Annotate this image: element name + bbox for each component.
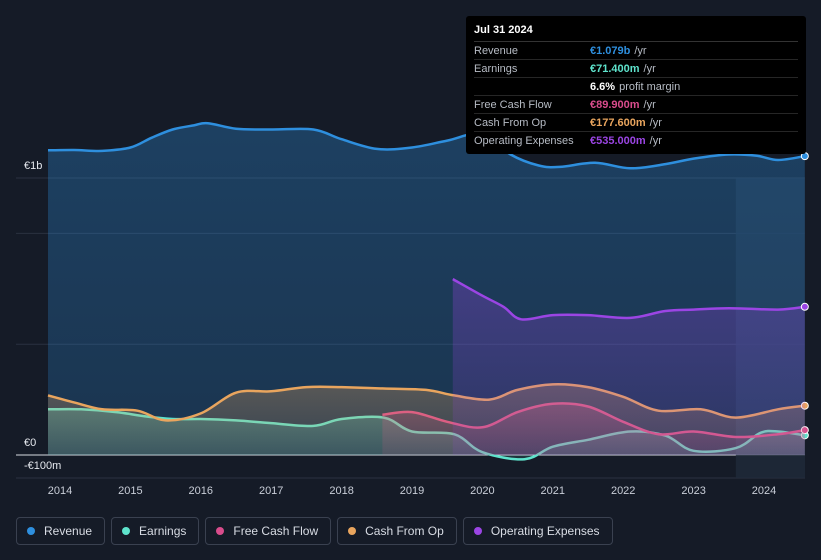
legend-label: Earnings [139,524,187,538]
x-tick-label: 2024 [751,485,777,497]
legend-item-free-cash-flow[interactable]: Free Cash Flow [205,517,332,545]
tooltip-row-value: 6.6% [590,80,616,93]
series-layer [47,121,809,461]
tooltip-row-value: €1.079b [590,44,631,57]
legend-label: Operating Expenses [490,524,600,538]
tooltip-row-value: €71.400m [590,62,640,75]
legend-label: Cash From Op [365,524,444,538]
y-axis-bottom-label: -€100m [24,460,62,472]
tooltip-row: Earnings €71.400m/yr [474,60,798,78]
tooltip: Jul 31 2024 Revenue €1.079b/yr Earnings €71… [466,16,806,154]
series-line-revenue [47,121,806,170]
tooltip-row-value: €177.600m [590,116,646,129]
x-tick-label: 2016 [188,485,214,497]
legend: Revenue Earnings Free Cash Flow Cash From O… [16,517,613,545]
tooltip-row-value: €89.900m [590,98,640,111]
legend-dot-icon [473,527,482,535]
tooltip-date: Jul 31 2024 [474,24,798,42]
series-area-operating-expenses [452,279,805,455]
y-axis-zero-label: €0 [24,437,37,449]
series-endpoint-operating-expenses[interactable] [800,302,809,311]
legend-item-cash-from-op[interactable]: Cash From Op [337,517,457,545]
tooltip-row-unit: /yr [649,116,662,129]
tooltip-row: Revenue €1.079b/yr [474,42,798,60]
legend-dot-icon [216,527,225,535]
y-axis-top-label: €1b [24,160,43,172]
tooltip-row-name: Cash From Op [474,116,547,129]
series-line-operating-expenses [452,278,805,321]
tooltip-rows: Revenue €1.079b/yr Earnings €71.400m/yr 6.6%… [474,42,798,149]
x-tick-label: 2023 [681,485,706,497]
tooltip-row: Operating Expenses €535.000m/yr [474,132,798,149]
tooltip-row-name: Free Cash Flow [474,98,552,111]
tooltip-row-name: Revenue [474,44,519,57]
tooltip-row-unit: /yr [643,62,656,75]
x-tick-label: 2021 [540,485,566,497]
x-tick-label: 2019 [399,485,425,497]
legend-dot-icon [27,527,35,535]
tooltip-row: Free Cash Flow €89.900m/yr [474,96,798,114]
x-tick-label: 2022 [610,485,636,497]
x-tick-label: 2015 [118,485,143,497]
tooltip-row-unit: /yr [643,98,656,111]
legend-item-operating-expenses[interactable]: Operating Expenses [462,517,613,545]
tooltip-row-unit: profit margin [619,80,681,93]
tooltip-row-name: Operating Expenses [474,134,574,147]
tooltip-row: Cash From Op €177.600m/yr [474,114,798,132]
x-tick-label: 2014 [47,485,73,497]
tooltip-row: 6.6% profit margin [474,78,798,96]
legend-dot-icon [122,527,131,535]
tooltip-row-value: €535.000m [590,134,646,147]
x-tick-label: 2018 [329,485,354,497]
legend-item-earnings[interactable]: Earnings [111,517,200,545]
x-tick-label: 2020 [470,485,495,497]
legend-label: Revenue [44,524,93,538]
legend-label: Free Cash Flow [233,524,319,538]
x-tick-label: 2017 [258,485,284,497]
tooltip-row-unit: /yr [634,44,647,57]
tooltip-row-name: Earnings [474,62,518,75]
tooltip-row-unit: /yr [649,134,662,147]
legend-item-revenue[interactable]: Revenue [16,517,106,545]
legend-dot-icon [348,527,357,535]
